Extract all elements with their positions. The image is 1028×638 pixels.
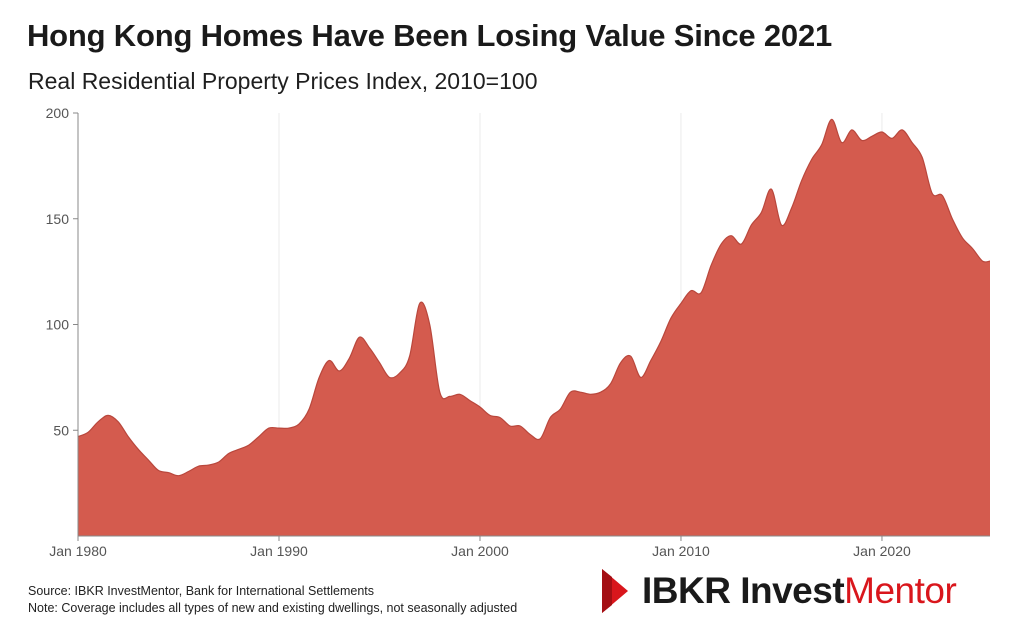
x-tick-label: Jan 2010: [652, 543, 710, 559]
x-axis-ticks: Jan 1980 Jan 1990 Jan 2000 Jan 2010 Jan 2020: [49, 536, 911, 559]
chart-title: Hong Kong Homes Have Been Losing Value S…: [27, 18, 833, 53]
x-tick-label: Jan 2000: [451, 543, 509, 559]
x-tick-label: Jan 2020: [853, 543, 911, 559]
chart-subtitle: Real Residential Property Prices Index, …: [28, 68, 538, 94]
coverage-note: Note: Coverage includes all types of new…: [28, 601, 518, 615]
ibkr-logo-icon: [602, 569, 628, 613]
logo-wordmark: IBKR InvestMentor: [642, 570, 957, 612]
y-tick-label: 200: [46, 105, 70, 121]
logo-text-ibkr-invest: IBKR Invest: [642, 570, 845, 611]
x-tick-label: Jan 1980: [49, 543, 107, 559]
y-axis-ticks: 50 100 150 200: [46, 105, 78, 438]
y-tick-label: 100: [46, 317, 70, 333]
x-tick-label: Jan 1990: [250, 543, 308, 559]
area-series: [78, 119, 990, 536]
ibkr-investmentor-logo: IBKR InvestMentor: [598, 566, 998, 616]
y-tick-label: 50: [53, 422, 69, 438]
source-note: Source: IBKR InvestMentor, Bank for Inte…: [28, 584, 375, 598]
logo-text-mentor: Mentor: [844, 570, 957, 611]
y-tick-label: 150: [46, 211, 70, 227]
area-series-edge: [77, 118, 991, 477]
